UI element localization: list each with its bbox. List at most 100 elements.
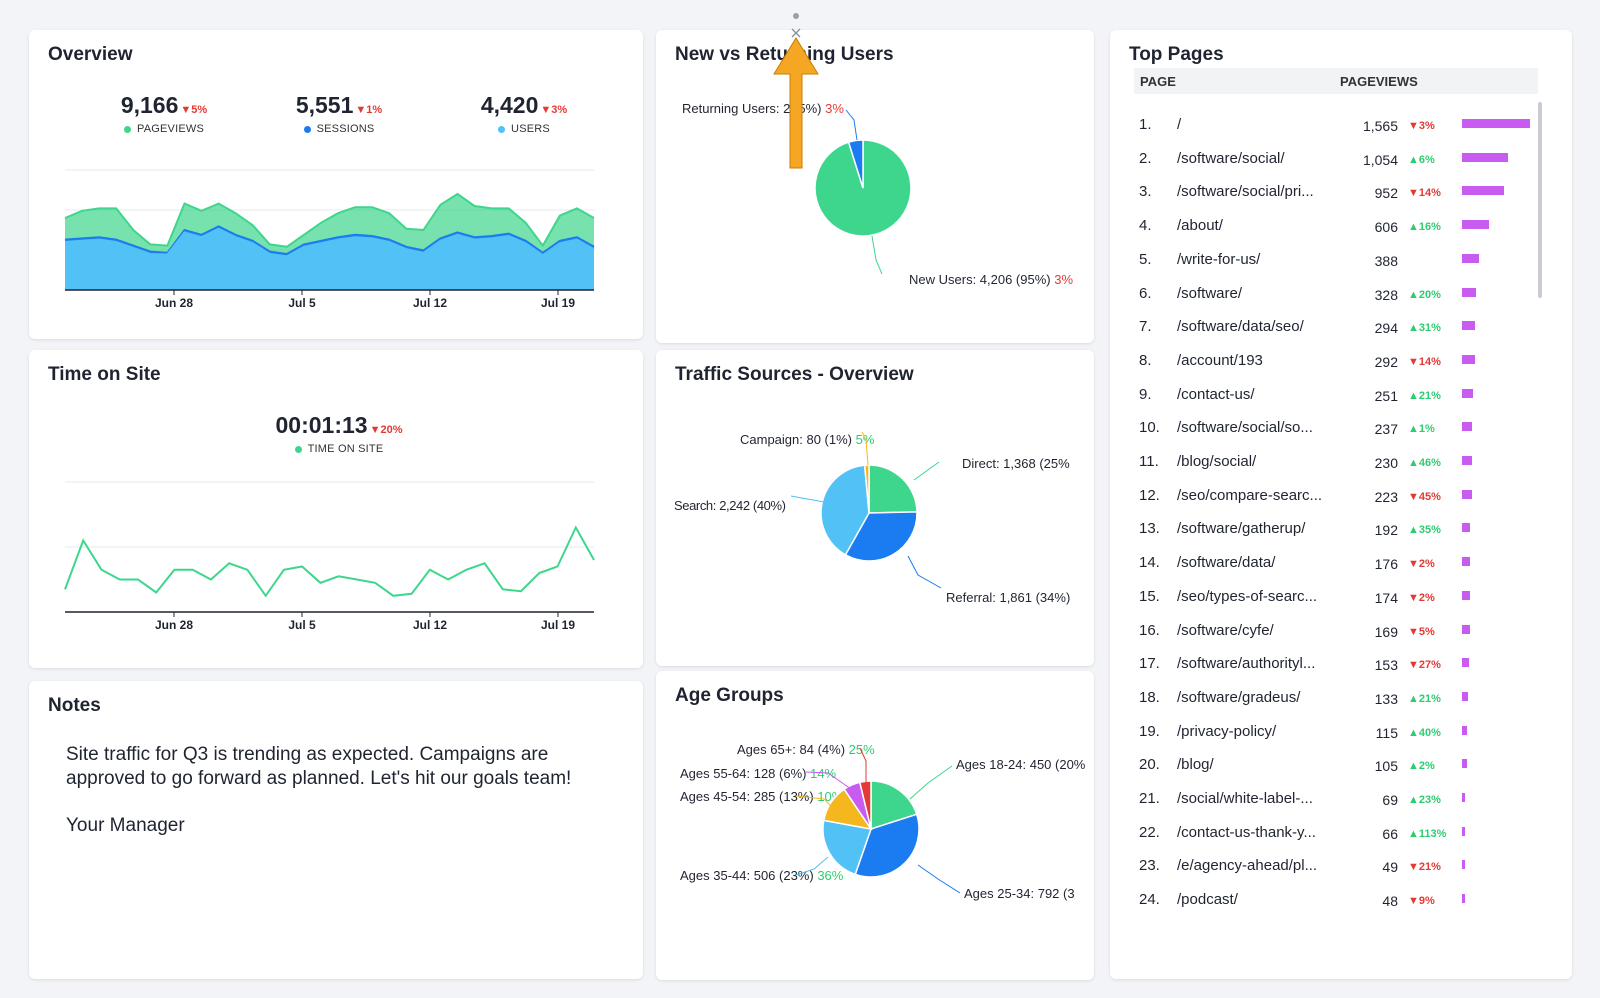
table-row[interactable]: 14. /software/data/176 ▼2% <box>1110 554 1550 588</box>
table-row[interactable]: 11. /blog/social/230 ▲46% <box>1110 453 1550 487</box>
row-page-path[interactable]: /seo/compare-searc... <box>1177 486 1323 504</box>
sessions-label: SESSIONS <box>316 123 375 135</box>
row-bar <box>1462 860 1465 870</box>
row-rank: 12. <box>1139 486 1160 504</box>
overview-area-chart[interactable]: Jun 28 Jul 5 Jul 12 Jul 19 <box>29 30 643 339</box>
row-page-path[interactable]: /blog/social/ <box>1177 453 1257 470</box>
row-page-path[interactable]: /privacy-policy/ <box>1177 722 1277 740</box>
table-row[interactable]: 22. /contact-us-thank-y... 66 ▲113% <box>1110 824 1550 858</box>
row-pageviews: 230 <box>1374 455 1398 471</box>
row-page-path[interactable]: /software/gatherup/ <box>1177 520 1306 538</box>
table-row[interactable]: 10. /software/social/so... 237 ▲1% <box>1110 419 1550 453</box>
row-pageviews: 223 <box>1374 488 1398 505</box>
row-page-path[interactable]: /write-for-us/ <box>1177 250 1261 268</box>
row-bar <box>1462 894 1465 904</box>
table-row[interactable]: 8. /account/193 292 ▼14% <box>1110 352 1550 386</box>
row-change: ▼3% <box>1408 120 1435 132</box>
row-rank: 5. <box>1139 250 1152 268</box>
row-change: ▲31% <box>1408 322 1441 335</box>
time-on-site-delta: ▼20% <box>369 424 403 436</box>
row-page-path[interactable]: /software/social/so... <box>1177 419 1313 437</box>
pageviews-delta: ▼5% <box>180 104 208 116</box>
table-row[interactable]: 21. /social/white-label-... 69 ▲23% <box>1110 790 1550 824</box>
row-page-path[interactable]: /software/cyfe/ <box>1177 621 1274 639</box>
row-page-path[interactable]: /blog/ <box>1177 756 1214 774</box>
row-page-path[interactable]: /seo/types-of-searc... <box>1177 587 1318 605</box>
table-row[interactable]: 6. /software/328 ▲20% <box>1110 285 1550 319</box>
row-rank: 19. <box>1139 722 1160 740</box>
row-page-path[interactable]: / <box>1177 116 1182 133</box>
table-row[interactable]: 19. /privacy-policy/115 ▲40% <box>1110 723 1550 757</box>
row-page-path[interactable]: /software/gradeus/ <box>1177 688 1301 706</box>
table-row[interactable]: 16. /software/cyfe/169 ▼5% <box>1110 622 1550 656</box>
row-page-path[interactable]: /software/ <box>1177 284 1243 302</box>
row-change: ▲35% <box>1408 524 1441 537</box>
row-rank: 21. <box>1139 790 1160 807</box>
table-row[interactable]: 13. /software/gatherup/192 ▲35% <box>1110 520 1550 554</box>
line-time-on-site <box>64 525 595 598</box>
row-change: ▲40% <box>1408 726 1441 739</box>
table-row[interactable]: 9. /contact-us/251 ▲21% <box>1110 386 1550 420</box>
row-page-path[interactable]: /account/193 <box>1177 351 1263 369</box>
row-page-path[interactable]: /social/white-label-... <box>1177 790 1313 807</box>
table-row[interactable]: 20. /blog/105 ▲2% <box>1110 756 1550 790</box>
row-page-path[interactable]: /software/data/ <box>1177 554 1276 572</box>
row-page-path[interactable]: /e/agency-ahead/pl... <box>1177 857 1318 875</box>
table-row[interactable]: 2. /software/social/1,054 ▲6% <box>1110 150 1550 184</box>
table-row[interactable]: 1. / 1,565 ▼3% <box>1110 116 1550 150</box>
table-row[interactable]: 5. /write-for-us/388 <box>1110 251 1550 285</box>
row-page-path[interactable]: /software/data/seo/ <box>1177 318 1304 336</box>
row-pageviews: 66 <box>1382 825 1398 842</box>
table-row[interactable]: 18. /software/gradeus/133 ▲21% <box>1110 689 1550 723</box>
table-row[interactable]: 23. /e/agency-ahead/pl... 49 ▼21% <box>1110 857 1550 891</box>
row-bar <box>1462 826 1465 836</box>
table-row[interactable]: 24. /podcast/48 ▼9% <box>1110 891 1550 925</box>
row-change: ▼45% <box>1408 490 1441 503</box>
age-groups-card: Age Groups Ages 65+: 84 (4%) 25% Ages 55… <box>656 671 1094 980</box>
notes-text: Site traffic for Q3 is trending as expec… <box>66 744 572 789</box>
table-row[interactable]: 12. /seo/compare-searc... 223 ▼45% <box>1110 487 1550 521</box>
row-pageviews: 153 <box>1374 657 1398 674</box>
top-pages-scrollbar[interactable] <box>1538 102 1542 298</box>
row-page-path[interactable]: /podcast/ <box>1177 891 1238 909</box>
row-pageviews: 292 <box>1374 353 1398 370</box>
traffic-sources-pie[interactable]: Campaign: 80 (1%) 5% Direct: 1,368 (25% … <box>656 350 1094 666</box>
row-pageviews: 1,054 <box>1362 151 1398 168</box>
row-page-path[interactable]: /software/authorityl... <box>1177 655 1316 673</box>
row-change: ▼9% <box>1408 895 1435 908</box>
row-page-path[interactable]: /software/social/pri... <box>1177 183 1314 201</box>
col-pageviews-header[interactable]: PAGEVIEWS <box>1340 74 1418 89</box>
row-pageviews: 174 <box>1374 589 1398 606</box>
pie-slice-ages-18-24 <box>870 780 918 831</box>
table-row[interactable]: 3. /software/social/pri... 952 ▼14% <box>1110 183 1550 217</box>
row-page-path[interactable]: /about/ <box>1177 217 1223 235</box>
table-row[interactable]: 17. /software/authorityl... 153 ▼27% <box>1110 655 1550 689</box>
row-change: ▼27% <box>1408 659 1441 672</box>
table-row[interactable]: 7. /software/data/seo/294 ▲31% <box>1110 318 1550 352</box>
age-25-label: Ages 25-34: 792 (3 <box>964 886 1075 901</box>
row-change: ▼14% <box>1408 187 1441 200</box>
row-rank: 23. <box>1139 857 1160 875</box>
top-pages-header: PAGE PAGEVIEWS <box>1134 68 1538 94</box>
traffic-sources-card: Traffic Sources - Overview Campaign: 80 … <box>656 350 1094 666</box>
table-row[interactable]: 15. /seo/types-of-searc... 174 ▼2% <box>1110 588 1550 622</box>
row-page-path[interactable]: /software/social/ <box>1177 149 1285 167</box>
new-vs-returning-pie[interactable]: Returning Users: 2 (5%) 3% New Users: 4,… <box>656 30 1094 343</box>
close-icon[interactable] <box>791 28 801 38</box>
leader-age-45 <box>795 795 835 810</box>
time-on-site-line-chart[interactable]: Jun 28 Jul 5 Jul 12 Jul 19 <box>29 350 643 668</box>
search-label: Search: 2,242 (40%) <box>674 498 786 513</box>
row-page-path[interactable]: /contact-us/ <box>1177 385 1255 403</box>
row-change: ▲2% <box>1408 760 1435 773</box>
col-page-header[interactable]: PAGE <box>1140 74 1176 89</box>
line-sessions <box>64 225 595 256</box>
leader-campaign <box>861 431 869 466</box>
top-pages-card: Top Pages PAGE PAGEVIEWS 1. / 1,565 ▼3% 2. /s… <box>1110 30 1572 979</box>
table-row[interactable]: 4. /about/606 ▲16% <box>1110 217 1550 251</box>
age-groups-pie[interactable]: Ages 65+: 84 (4%) 25% Ages 55-64: 128 (6… <box>656 671 1094 980</box>
row-bar <box>1462 220 1489 230</box>
row-pageviews: 133 <box>1374 690 1398 707</box>
row-page-path[interactable]: /contact-us-thank-y... <box>1177 823 1316 841</box>
time-on-site-card: Time on Site 00:01:13 ▼20% TIME ON SITE J… <box>29 350 643 668</box>
row-rank: 20. <box>1139 756 1160 774</box>
